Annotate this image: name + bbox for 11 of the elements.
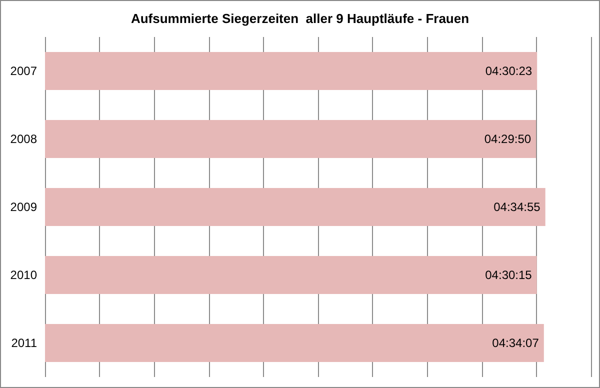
data-label: 04:29:50 — [484, 132, 532, 146]
data-label: 04:30:15 — [485, 268, 532, 282]
y-tick-label: 2007 — [10, 64, 38, 78]
y-tick-label: 2011 — [11, 336, 38, 350]
data-label: 04:34:07 — [492, 336, 540, 350]
y-tick-label: 2008 — [10, 132, 38, 146]
y-tick-label: 2009 — [10, 200, 38, 214]
data-label: 04:34:55 — [494, 200, 541, 214]
chart-title: Aufsummierte Siegerzeiten aller 9 Hauptläufe - Frauen — [130, 11, 470, 26]
data-label: 04:30:23 — [485, 64, 532, 78]
y-tick-label: 2010 — [10, 268, 38, 282]
